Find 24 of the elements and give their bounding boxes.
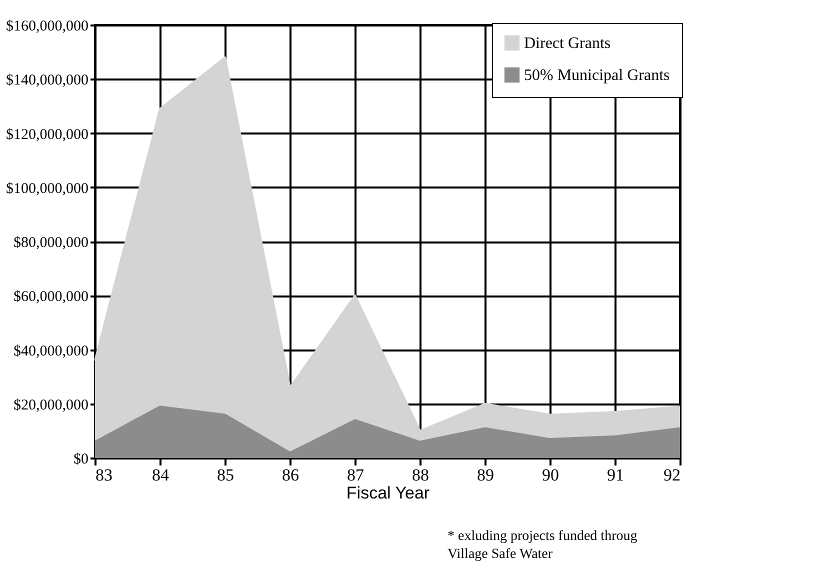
y-tick-label: $60,000,000 <box>14 289 88 306</box>
x-tick-label: 89 <box>477 466 494 484</box>
y-tick-label: $100,000,000 <box>6 180 88 197</box>
y-tick-label: $0 <box>74 452 88 468</box>
y-tick-label: $160,000,000 <box>6 18 88 34</box>
x-tick-label: 91 <box>607 466 624 484</box>
y-tick-label: $40,000,000 <box>14 343 88 360</box>
x-tick-label: 86 <box>282 466 299 484</box>
x-axis-title: Fiscal Year <box>346 484 430 502</box>
x-tick-label: 88 <box>412 466 429 484</box>
x-tick-label: 92 <box>664 466 680 484</box>
legend-label: Direct Grants <box>524 35 611 52</box>
x-tick-label: 87 <box>347 466 364 484</box>
y-tick-label: $20,000,000 <box>14 397 88 414</box>
x-tick-label: 83 <box>96 466 112 484</box>
text: Village Safe Water <box>448 547 553 562</box>
legend-label: 50% Municipal Grants <box>524 67 670 84</box>
x-tick-label: 85 <box>217 466 234 484</box>
y-tick-label: $80,000,000 <box>14 235 88 251</box>
text: * exluding projects funded throug <box>448 529 638 544</box>
y-tick-label: $120,000,000 <box>6 126 88 143</box>
y-tick-label: $140,000,000 <box>6 72 88 89</box>
x-tick-label: 90 <box>542 466 559 484</box>
x-tick-label: 84 <box>152 466 170 484</box>
